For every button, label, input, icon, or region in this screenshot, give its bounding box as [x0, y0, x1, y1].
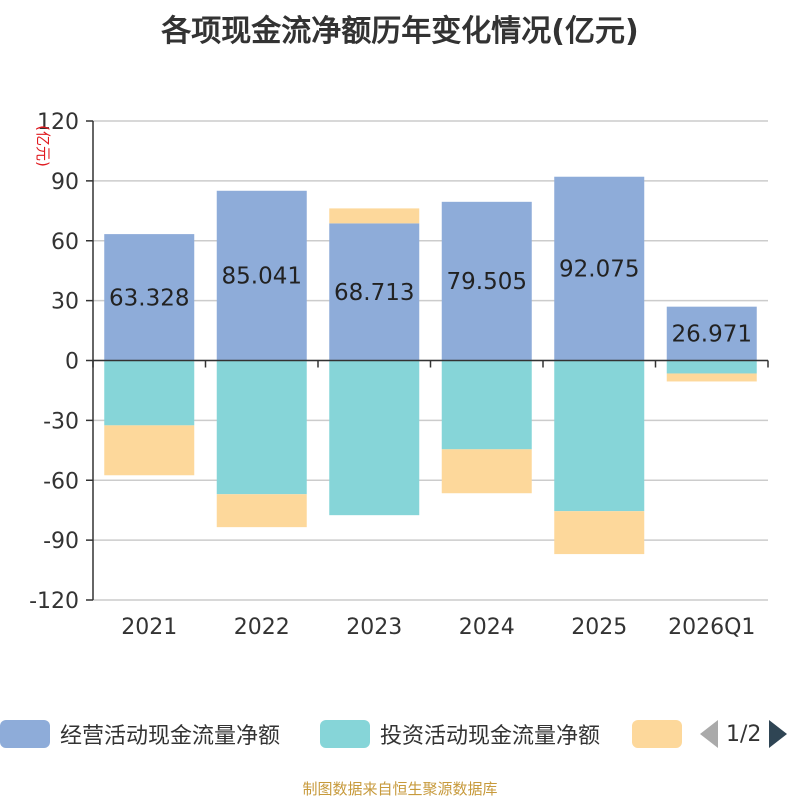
- bar-series0-2022: [216, 190, 307, 361]
- bars: [104, 176, 757, 555]
- source-note: 制图数据来自恒生聚源数据库: [302, 780, 498, 798]
- legend-label-operating: 经营活动现金流量净额: [60, 724, 281, 749]
- y-tick-label: -90: [43, 529, 79, 554]
- y-tick-label: 30: [51, 290, 79, 315]
- x-tick-label: 2024: [459, 615, 515, 640]
- x-tick-label: 2026Q1: [668, 615, 755, 640]
- y-tick-label: 90: [51, 170, 79, 195]
- grid-lines: [93, 120, 768, 601]
- bar-series1-2026Q1: [666, 360, 757, 374]
- bar-series0-2024: [441, 201, 532, 361]
- data-label: 92.075: [559, 257, 639, 283]
- bar-chart: 120 90 60 30 0 -30 -60 -90 -120 2021 2022 2023 2024 2…: [29, 110, 769, 640]
- bar-series2-2022: [216, 494, 307, 528]
- legend-swatch-operating: [0, 720, 50, 748]
- bar-series2-2026Q1: [666, 373, 757, 382]
- x-tick-label: 2023: [346, 615, 402, 640]
- pager-prev-icon[interactable]: [700, 720, 718, 748]
- bar-series0-2021: [104, 234, 195, 361]
- data-labels: 63.328 85.041 68.713 79.505 92.075 26.971: [109, 257, 752, 348]
- bar-series1-2023: [329, 360, 420, 516]
- data-label: 68.713: [334, 280, 414, 306]
- legend-item-operating[interactable]: 经营活动现金流量净额: [0, 716, 280, 752]
- bar-series2-2023: [329, 208, 420, 224]
- pager-text: 1/2: [726, 721, 762, 747]
- y-tick-label: 0: [65, 350, 79, 375]
- x-tick-label: 2021: [121, 615, 177, 640]
- legend-swatch-financing: [632, 720, 682, 748]
- chart-title: 各项现金流净额历年变化情况(亿元): [161, 14, 639, 49]
- legend-label-investing: 投资活动现金流量净额: [380, 724, 601, 749]
- legend-item-financing[interactable]: [632, 716, 692, 752]
- bar-series0-2025: [554, 176, 645, 361]
- data-label: 85.041: [222, 264, 302, 290]
- legend-swatch-investing: [320, 720, 370, 748]
- data-label: 26.971: [672, 322, 752, 348]
- bar-series0-2026Q1: [666, 306, 757, 361]
- bar-series1-2024: [441, 360, 532, 450]
- axes: 120 90 60 30 0 -30 -60 -90 -120 2021 2022 2023 2024 2…: [29, 110, 769, 640]
- bar-series0-2023: [329, 223, 420, 361]
- bar-series1-2021: [104, 360, 195, 426]
- bar-series2-2025: [554, 511, 645, 555]
- legend: 经营活动现金流量净额 投资活动现金流量净额 1/2: [0, 716, 800, 752]
- bar-series2-2024: [441, 449, 532, 494]
- legend-pager: 1/2: [700, 716, 788, 752]
- y-axis-unit-label: (亿元): [34, 125, 52, 167]
- y-tick-label: -30: [43, 409, 79, 434]
- y-tick-label: 120: [37, 110, 79, 135]
- x-tick-label: 2025: [571, 615, 627, 640]
- data-label: 63.328: [109, 285, 189, 311]
- bar-series2-2021: [104, 425, 195, 476]
- pager-next-icon[interactable]: [769, 720, 788, 748]
- bar-series1-2022: [216, 360, 307, 495]
- y-tick-label: 60: [51, 230, 79, 255]
- data-label: 79.505: [447, 269, 527, 295]
- y-tick-label: -120: [29, 589, 79, 614]
- bar-series1-2025: [554, 360, 645, 512]
- y-tick-label: -60: [43, 469, 79, 494]
- legend-item-investing[interactable]: 投资活动现金流量净额: [320, 716, 600, 752]
- x-tick-label: 2022: [234, 615, 290, 640]
